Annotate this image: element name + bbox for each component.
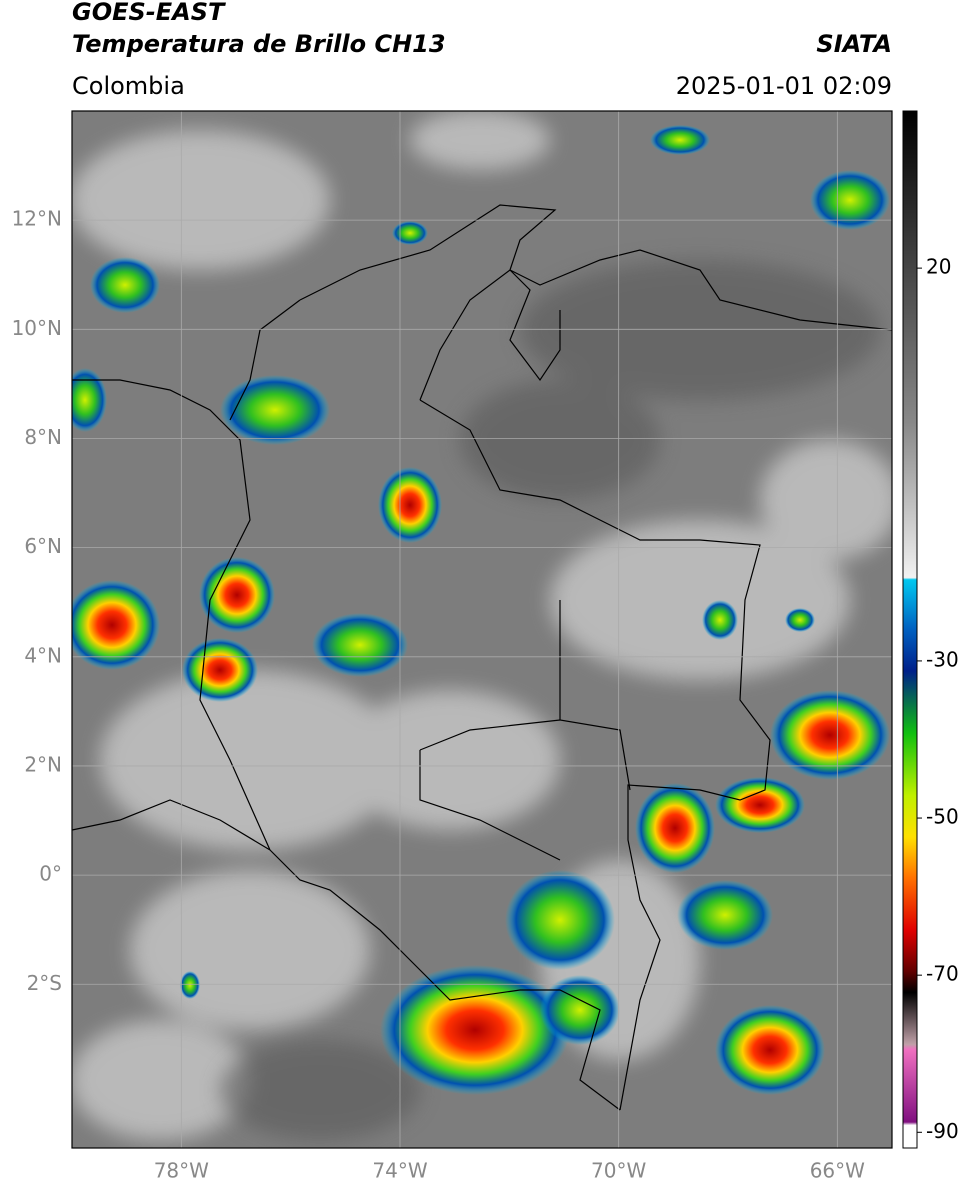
lat-tick-label: 4°N [24,643,62,667]
colorbar-tick-label: -90 [926,1119,959,1143]
colorbar [902,110,918,1149]
lon-tick-label: 70°W [591,1159,646,1183]
product-title: Temperatura de Brillo CH13 [72,30,446,58]
satellite-title: GOES-EAST [72,0,226,26]
datetime-label: 2025-01-01 02:09 [676,72,892,100]
colorbar-tick-label: -70 [926,962,959,986]
colorbar-tick-label: -50 [926,805,959,829]
source-label: SIATA [816,30,892,58]
lat-tick-label: 0° [39,862,62,886]
lat-tick-label: 2°S [27,971,62,995]
lon-tick-label: 74°W [372,1159,427,1183]
colorbar-tick-label: -30 [926,647,959,671]
lat-tick-label: 2°N [24,752,62,776]
lat-tick-label: 8°N [24,425,62,449]
lon-tick-label: 66°W [810,1159,865,1183]
lon-tick-label: 78°W [154,1159,209,1183]
lat-tick-label: 12°N [12,207,62,231]
map-frame [71,110,893,1149]
graticule [72,111,892,1148]
region-label: Colombia [72,72,185,100]
lat-tick-label: 6°N [24,534,62,558]
colorbar-tick-label: 20 [926,255,951,279]
borders [72,204,892,1111]
satellite-image [72,111,892,1148]
lat-tick-label: 10°N [12,316,62,340]
